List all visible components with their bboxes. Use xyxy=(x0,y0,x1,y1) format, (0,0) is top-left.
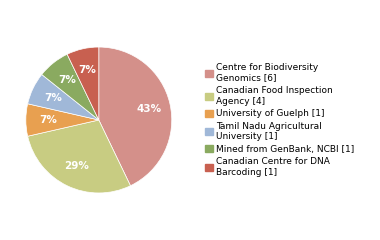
Text: 29%: 29% xyxy=(64,161,89,171)
Wedge shape xyxy=(28,74,99,120)
Wedge shape xyxy=(28,120,130,193)
Wedge shape xyxy=(67,47,99,120)
Legend: Centre for Biodiversity
Genomics [6], Canadian Food Inspection
Agency [4], Unive: Centre for Biodiversity Genomics [6], Ca… xyxy=(204,61,356,179)
Wedge shape xyxy=(42,54,99,120)
Text: 7%: 7% xyxy=(44,93,62,103)
Wedge shape xyxy=(26,104,99,136)
Text: 43%: 43% xyxy=(136,104,161,114)
Wedge shape xyxy=(99,47,172,186)
Text: 7%: 7% xyxy=(39,115,57,125)
Text: 7%: 7% xyxy=(58,75,76,85)
Text: 7%: 7% xyxy=(79,65,97,75)
